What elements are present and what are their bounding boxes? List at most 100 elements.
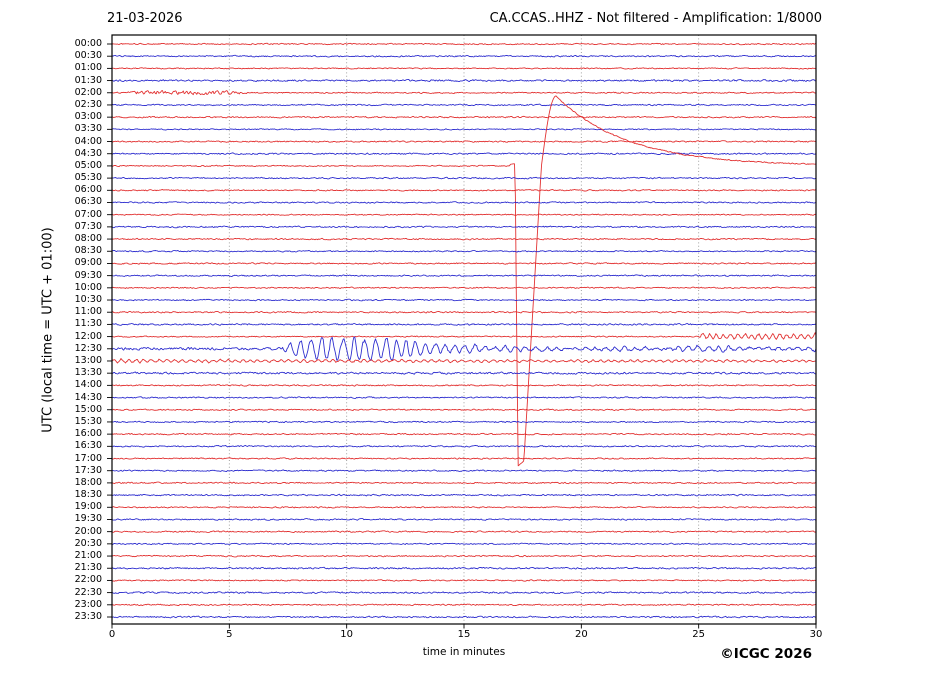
trace-16-30 xyxy=(111,445,817,448)
trace-03-30 xyxy=(111,128,816,131)
y-tick-label: 01:00 xyxy=(74,62,102,74)
trace-12-00 xyxy=(111,332,817,340)
trace-07-30 xyxy=(111,225,817,229)
trace-10-00 xyxy=(111,286,817,289)
y-tick-label: 15:30 xyxy=(74,415,102,427)
y-tick-label: 11:30 xyxy=(74,318,102,330)
trace-12-30 xyxy=(111,336,817,361)
figure-title: CA.CCAS..HHZ - Not filtered - Amplificat… xyxy=(489,11,822,26)
trace-16-00 xyxy=(111,432,817,436)
trace-15-00 xyxy=(112,408,816,411)
x-tick-label: 30 xyxy=(809,629,823,640)
trace-11-00 xyxy=(112,310,817,314)
trace-18-30 xyxy=(111,493,817,497)
trace-15-30 xyxy=(111,420,817,424)
y-tick-label: 02:30 xyxy=(74,98,102,110)
trace-20-00 xyxy=(112,530,817,533)
y-tick-label: 06:00 xyxy=(74,184,102,196)
trace-01-00 xyxy=(111,67,817,70)
trace-06-30 xyxy=(111,201,817,204)
trace-18-00 xyxy=(111,481,817,485)
y-tick-label: 00:30 xyxy=(74,50,102,62)
trace-21-30 xyxy=(111,566,816,570)
trace-20-30 xyxy=(111,542,816,546)
trace-09-00 xyxy=(111,262,817,265)
trace-23-30 xyxy=(111,615,817,619)
trace-14-30 xyxy=(111,396,817,399)
y-tick-label: 21:30 xyxy=(74,562,102,574)
y-tick-label: 19:30 xyxy=(74,513,102,525)
trace-19-30 xyxy=(111,518,817,521)
y-tick-label: 19:00 xyxy=(74,501,102,513)
trace-03-00 xyxy=(111,115,817,119)
y-tick-label: 04:30 xyxy=(74,147,102,159)
y-tick-label: 13:00 xyxy=(74,354,102,366)
x-tick-label: 5 xyxy=(226,629,233,640)
y-tick-label: 07:00 xyxy=(74,208,102,220)
y-tick-label: 17:30 xyxy=(74,464,102,476)
y-tick-label: 02:00 xyxy=(74,86,102,98)
x-tick-label: 0 xyxy=(108,629,116,640)
y-tick-label: 08:30 xyxy=(74,245,102,257)
y-tick-label: 20:30 xyxy=(74,537,102,549)
plot-border xyxy=(111,34,817,625)
x-tick-labels: 0 5 10 15 20 25 30 xyxy=(0,629,927,645)
trace-17-00 xyxy=(111,457,817,460)
x-tick-label: 20 xyxy=(574,629,588,640)
figure-date: 21-03-2026 xyxy=(107,11,183,26)
y-tick-label: 10:00 xyxy=(74,281,102,293)
trace-05-30 xyxy=(111,176,817,180)
trace-08-30 xyxy=(111,250,817,253)
y-tick-label: 12:00 xyxy=(74,330,102,342)
trace-07-00 xyxy=(111,213,817,216)
trace-08-00 xyxy=(111,237,817,241)
trace-14-00 xyxy=(111,384,817,387)
y-tick-label: 08:00 xyxy=(74,233,102,245)
x-tick-label: 10 xyxy=(340,629,354,640)
y-tick-label: 16:00 xyxy=(74,428,102,440)
y-tick-label: 13:30 xyxy=(74,367,102,379)
y-tick-label: 05:30 xyxy=(74,172,102,184)
y-tick-label: 18:30 xyxy=(74,489,102,501)
y-tick-label: 03:30 xyxy=(74,123,102,135)
trace-22-30 xyxy=(111,591,817,595)
y-tick-label: 22:30 xyxy=(74,586,102,598)
y-tick-label: 06:30 xyxy=(74,196,102,208)
y-tick-label: 16:30 xyxy=(74,440,102,452)
x-axis-label: time in minutes xyxy=(422,646,506,658)
y-tick-label: 14:30 xyxy=(74,391,102,403)
y-tick-label: 21:00 xyxy=(74,550,102,562)
y-tick-label: 05:00 xyxy=(74,159,102,171)
y-tick-label: 00:00 xyxy=(74,38,102,49)
trace-02-00 xyxy=(111,90,817,96)
y-tick-label: 23:00 xyxy=(74,598,102,610)
y-tick-label: 23:30 xyxy=(74,611,102,622)
y-tick-label: 04:00 xyxy=(74,135,102,147)
y-tick-label: 03:00 xyxy=(74,111,102,123)
x-tick-label: 25 xyxy=(692,629,706,640)
y-tick-label: 22:00 xyxy=(74,574,102,586)
trace-02-30 xyxy=(111,103,817,107)
trace-19-00 xyxy=(111,506,817,509)
copyright-text: ©ICGC 2026 xyxy=(720,646,812,662)
trace-05-00 xyxy=(111,95,817,467)
y-tick-label: 18:00 xyxy=(74,476,102,488)
trace-06-00 xyxy=(111,189,817,192)
trace-00-00 xyxy=(111,42,817,46)
y-tick-label: 01:30 xyxy=(74,74,102,86)
trace-01-30 xyxy=(111,79,816,83)
y-tick-label: 07:30 xyxy=(74,220,102,232)
trace-10-30 xyxy=(112,298,817,302)
y-tick-label: 09:30 xyxy=(74,269,102,281)
trace-11-30 xyxy=(111,323,817,326)
y-tick-label: 12:30 xyxy=(74,342,102,354)
trace-17-30 xyxy=(112,469,817,472)
trace-13-30 xyxy=(111,371,817,375)
y-tick-label: 11:00 xyxy=(74,306,102,318)
y-tick-label: 17:00 xyxy=(74,452,102,464)
trace-23-00 xyxy=(111,603,817,607)
y-tick-label: 15:00 xyxy=(74,403,102,415)
trace-00-30 xyxy=(111,54,817,58)
trace-04-30 xyxy=(111,152,817,156)
